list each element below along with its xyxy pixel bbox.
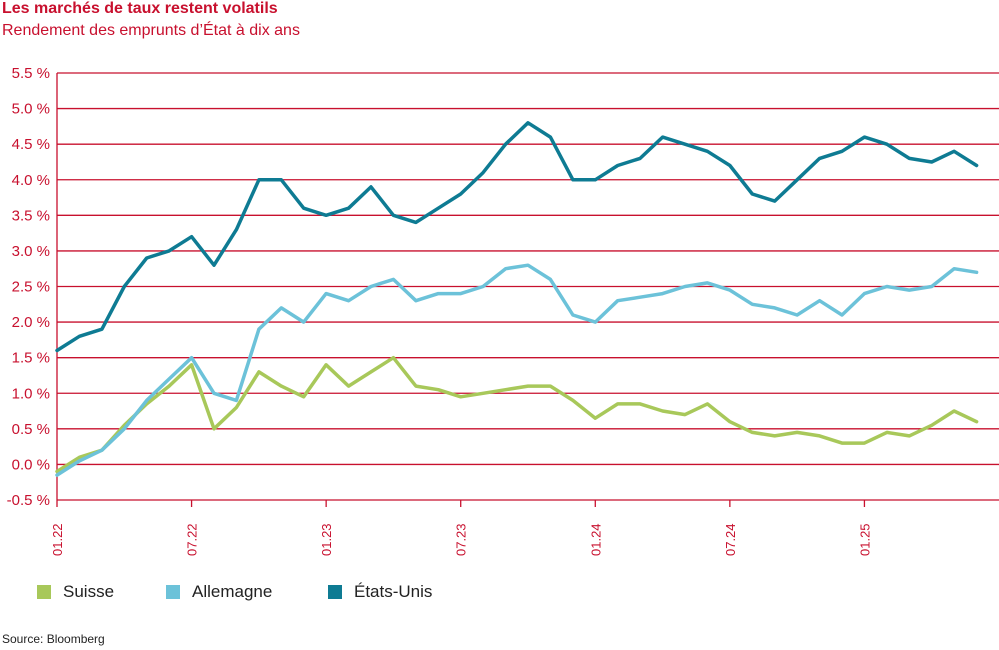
y-tick-label: 1.0 %	[12, 385, 50, 402]
x-tick-label: 01.24	[588, 523, 603, 556]
y-tick-label: 5.5 %	[12, 65, 50, 82]
legend-label-etats-unis: États-Unis	[354, 582, 433, 601]
y-tick-label: 5.0 %	[12, 101, 50, 118]
y-tick-label: 3.0 %	[12, 243, 50, 260]
chart-legend: Suisse Allemagne États-Unis	[0, 582, 999, 606]
source-note: Source: Bloomberg	[2, 632, 105, 646]
legend-swatch-suisse	[37, 585, 51, 599]
y-tick-label: 0.5 %	[12, 421, 50, 438]
legend-item-suisse: Suisse	[37, 582, 114, 602]
series-line-2	[55, 121, 979, 353]
chart-subtitle: Rendement des emprunts d’État à dix ans	[2, 22, 300, 39]
legend-item-allemagne: Allemagne	[166, 582, 272, 602]
chart-title: Les marchés de taux restent volatils	[2, 0, 278, 17]
legend-swatch-allemagne	[166, 585, 180, 599]
x-tick-label: 01.23	[319, 523, 334, 556]
y-tick-label: 2.5 %	[12, 279, 50, 296]
x-tick-label: 07.23	[454, 523, 469, 556]
y-tick-label: -0.5 %	[7, 492, 50, 509]
grid-lines	[56, 72, 999, 501]
y-tick-label: 4.5 %	[12, 136, 50, 153]
legend-label-suisse: Suisse	[63, 582, 115, 601]
y-tick-label: 1.5 %	[12, 350, 50, 367]
x-tick-label: 01.22	[50, 523, 65, 556]
y-tick-label: 4.0 %	[12, 172, 50, 189]
y-tick-label: 3.5 %	[12, 207, 50, 224]
y-axis-tick-labels: 5.5 % 5.0 % 4.5 % 4.0 % 3.5 % 3.0 % 2.5 % 2.0 %…	[7, 65, 50, 509]
legend-label-allemagne: Allemagne	[192, 582, 273, 601]
x-tick-label: 07.24	[723, 523, 738, 556]
y-tick-label: 2.0 %	[12, 314, 50, 331]
x-axis-tick-labels: 01.22 07.22 01.23 07.23 01.24 07.24 01.25	[50, 500, 872, 556]
y-tick-label: 0.0 %	[12, 456, 50, 473]
x-tick-label: 07.22	[185, 523, 200, 556]
series-line-1	[55, 263, 979, 477]
series-lines	[55, 121, 979, 477]
series-line-0	[55, 355, 979, 474]
line-chart: 5.5 % 5.0 % 4.5 % 4.0 % 3.5 % 3.0 % 2.5 % 2.0 %…	[7, 65, 999, 556]
legend-swatch-etats-unis	[328, 585, 342, 599]
x-tick-label: 01.25	[857, 523, 872, 556]
legend-item-etats-unis: États-Unis	[328, 582, 432, 602]
